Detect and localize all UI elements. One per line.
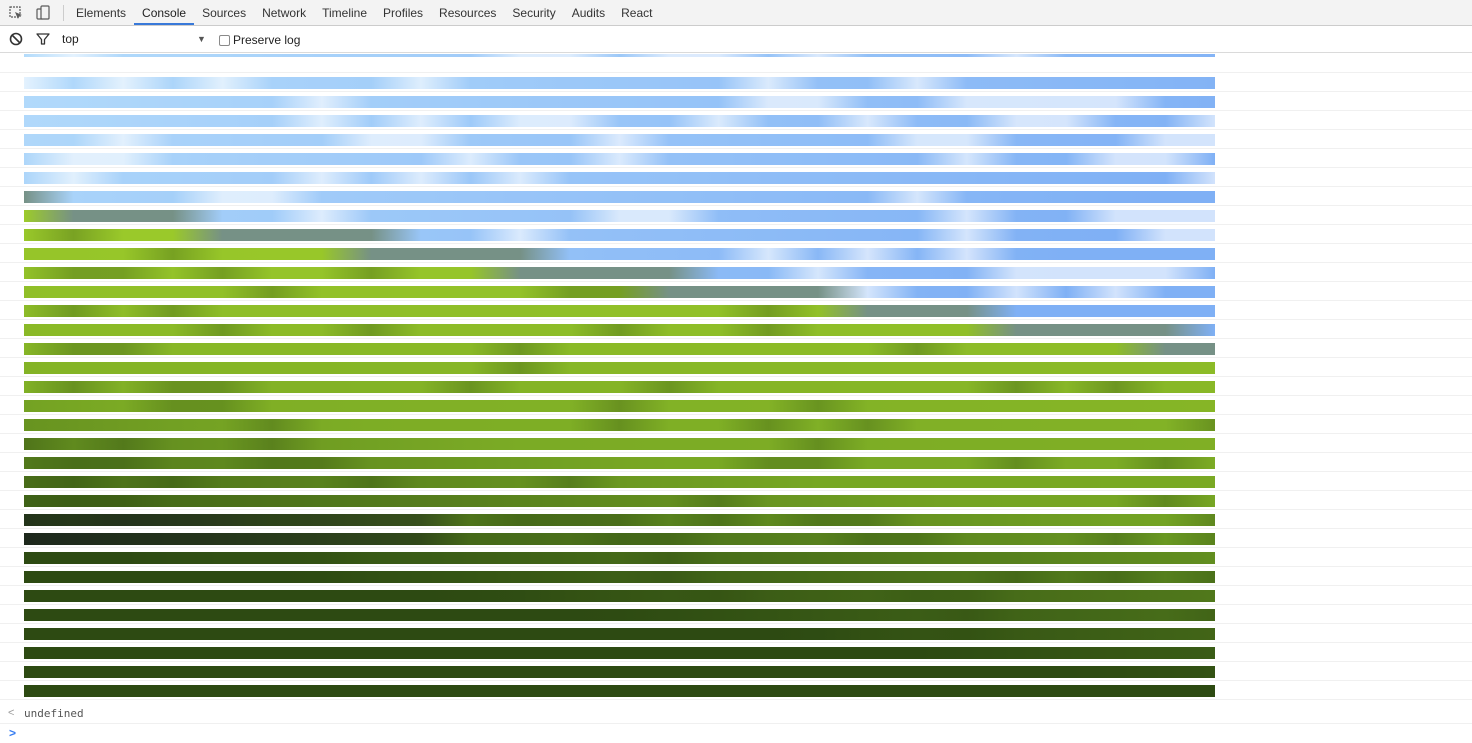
console-prompt[interactable]: > [0,724,1472,743]
preserve-log-label: Preserve log [233,33,301,47]
toolbar-divider [63,5,64,21]
image-strip [24,495,1215,507]
result-arrow-icon: < [8,707,15,719]
image-strip [24,96,1215,108]
image-strip [24,685,1215,697]
console-log-row [0,206,1472,225]
console-log-row [0,567,1472,586]
image-strip [24,419,1215,431]
image-strip [24,153,1215,165]
console-log-row [0,548,1472,567]
image-strip [24,666,1215,678]
console-log-row [0,244,1472,263]
chevron-down-icon[interactable]: ▼ [197,34,206,44]
image-strip [24,267,1215,279]
image-strip [24,609,1215,621]
execution-context-select[interactable]: top [62,32,79,46]
console-log-row [0,662,1472,681]
console-log-row [0,130,1472,149]
console-log-row [0,282,1472,301]
console-log-row [0,263,1472,282]
image-strip [24,172,1215,184]
tab-timeline[interactable]: Timeline [322,6,368,20]
filter-icon[interactable] [36,32,52,48]
image-strip [24,191,1215,203]
console-log-row [0,491,1472,510]
console-log-row [0,301,1472,320]
console-log-row [0,168,1472,187]
image-strip [24,248,1215,260]
console-log-row [0,681,1472,700]
console-log-row [0,643,1472,662]
console-log-row [0,225,1472,244]
tab-profiles[interactable]: Profiles [383,6,424,20]
image-strip [24,229,1215,241]
image-strip [24,590,1215,602]
image-strip [24,552,1215,564]
image-strip [24,533,1215,545]
devtools-tabbar: Elements Console Sources Network Timelin… [0,0,1472,26]
image-strip [24,514,1215,526]
tab-elements[interactable]: Elements [76,6,127,20]
console-log-row [0,187,1472,206]
image-strip [24,77,1215,89]
panel-tabs: Elements Console Sources Network Timelin… [68,0,660,26]
clear-console-icon[interactable] [9,32,25,48]
image-strip [24,476,1215,488]
image-strip [24,571,1215,583]
device-mode-icon[interactable] [35,5,51,21]
image-strip [24,457,1215,469]
image-strip [24,362,1215,374]
image-strip [24,343,1215,355]
image-strip [24,54,1215,57]
image-strip [24,324,1215,336]
image-strip [24,115,1215,127]
console-result-row: < undefined [0,704,1472,724]
tab-resources[interactable]: Resources [439,6,497,20]
image-strip [24,438,1215,450]
console-log-row [0,529,1472,548]
console-log-row [0,92,1472,111]
image-strip [24,134,1215,146]
console-log-row [0,149,1472,168]
console-log-row [0,339,1472,358]
tab-console[interactable]: Console [134,0,195,25]
console-log-row [0,434,1472,453]
console-log-row [0,624,1472,643]
console-toolbar: top ▼ Preserve log [0,26,1472,53]
console-log-row [0,453,1472,472]
tab-network[interactable]: Network [262,6,307,20]
preserve-log-option[interactable]: Preserve log [219,33,300,47]
image-strip [24,286,1215,298]
inspect-element-icon[interactable] [8,5,24,21]
console-log-row [0,415,1472,434]
console-log-row [0,377,1472,396]
tab-audits[interactable]: Audits [571,6,606,20]
console-input[interactable] [24,726,1424,741]
console-log-row [0,396,1472,415]
console-log-row [0,605,1472,624]
image-strip [24,210,1215,222]
console-log-row [0,586,1472,605]
tab-react[interactable]: React [621,6,653,20]
preserve-log-checkbox[interactable] [219,34,230,46]
prompt-chevron-icon: > [9,726,17,740]
tab-security[interactable]: Security [512,6,556,20]
tab-sources[interactable]: Sources [202,6,247,20]
console-log-row [0,320,1472,339]
console-log-row [0,358,1472,377]
console-log-row [0,54,1472,73]
image-strip [24,305,1215,317]
image-strip [24,381,1215,393]
image-strip [24,400,1215,412]
console-log-row [0,111,1472,130]
result-value: undefined [24,707,84,720]
image-strip [24,647,1215,659]
console-messages: < undefined > [0,54,1472,743]
console-log-row [0,73,1472,92]
console-log-row [0,472,1472,491]
console-log-row [0,510,1472,529]
image-strip [24,628,1215,640]
